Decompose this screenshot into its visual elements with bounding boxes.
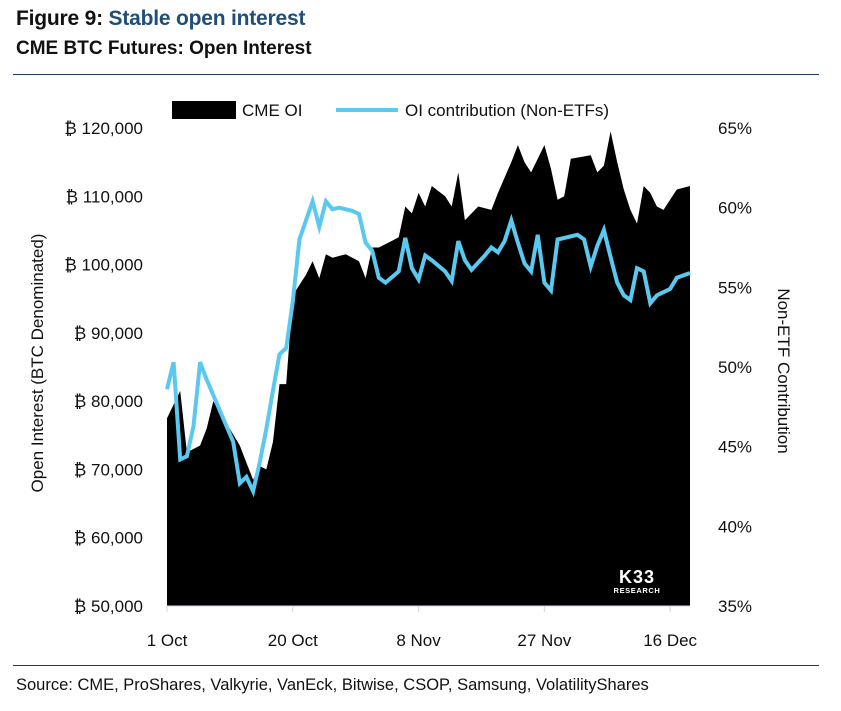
source-note: Source: CME, ProShares, Valkyrie, VanEck… bbox=[16, 676, 649, 694]
watermark-logo: K33 bbox=[619, 567, 655, 587]
y-tick-label: ₿ 120,000 bbox=[64, 119, 143, 138]
y2-axis-title: Non-ETF Contribution bbox=[774, 288, 793, 453]
x-tick-label: 27 Nov bbox=[517, 631, 571, 650]
y-tick-label: ₿ 60,000 bbox=[74, 529, 143, 548]
y2-tick-label: 60% bbox=[718, 199, 752, 218]
series-line-oi-contribution bbox=[165, 194, 691, 498]
watermark-sub: RESEARCH bbox=[614, 586, 661, 595]
x-tick-label: 8 Nov bbox=[396, 631, 441, 650]
bottom-divider bbox=[13, 665, 819, 666]
y-tick-label: ₿ 110,000 bbox=[66, 187, 144, 206]
y2-tick-label: 40% bbox=[718, 517, 752, 536]
x-tick-label: 16 Dec bbox=[643, 631, 697, 650]
top-divider bbox=[13, 74, 819, 75]
y-axis-title: Open Interest (BTC Denominated) bbox=[28, 234, 47, 493]
y-tick-label: ₿ 70,000 bbox=[74, 460, 143, 479]
legend-label-oi-contribution: OI contribution (Non-ETFs) bbox=[405, 101, 609, 120]
y2-tick-label: 35% bbox=[718, 597, 752, 616]
y-tick-label: ₿ 50,000 bbox=[74, 597, 143, 616]
y-tick-label: ₿ 90,000 bbox=[74, 324, 143, 343]
y2-tick-label: 45% bbox=[718, 438, 752, 457]
legend-label-cme-oi: CME OI bbox=[242, 101, 302, 120]
y2-tick-label: 50% bbox=[718, 358, 752, 377]
y2-tick-label: 65% bbox=[718, 119, 752, 138]
series-area-cme-oi bbox=[167, 131, 690, 606]
x-tick-label: 20 Oct bbox=[268, 631, 318, 650]
y-tick-label: ₿ 80,000 bbox=[74, 392, 143, 411]
x-tick-label: 1 Oct bbox=[147, 631, 188, 650]
chart-subtitle: CME BTC Futures: Open Interest bbox=[16, 38, 312, 59]
figure-label: Figure 9: bbox=[16, 7, 103, 30]
legend-swatch-cme-oi bbox=[172, 101, 236, 119]
y2-tick-label: 55% bbox=[718, 278, 752, 297]
figure-title: Stable open interest bbox=[108, 7, 306, 30]
figure-heading: Figure 9: Stable open interest bbox=[16, 7, 305, 31]
y-tick-label: ₿ 100,000 bbox=[64, 256, 143, 275]
